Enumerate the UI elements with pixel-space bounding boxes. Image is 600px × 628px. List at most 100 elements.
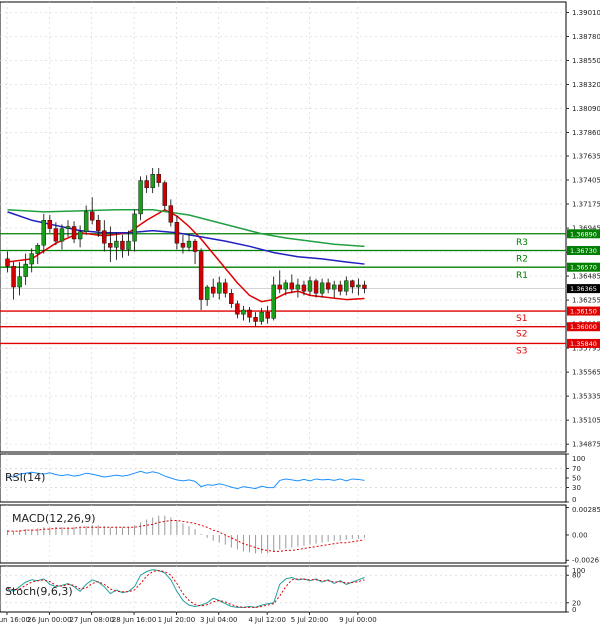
time-tick-label: 4 Jul 12:00 (248, 616, 286, 624)
level-badge-value: 1.36000 (570, 323, 597, 331)
rsi-tick-label: 100 (572, 455, 585, 463)
time-tick-label: 27 Jun 08:00 (69, 616, 113, 624)
candle-body-bull[interactable] (114, 241, 118, 247)
macd-tick-label: -0.002615 (572, 557, 600, 565)
candle-body-bear[interactable] (6, 259, 10, 266)
current-price-value: 1.36365 (570, 285, 597, 293)
candle-body-bull[interactable] (332, 285, 336, 289)
candle-body-bear[interactable] (12, 266, 16, 287)
price-tick-label: 1.36485 (572, 273, 600, 281)
candle-body-bear[interactable] (96, 220, 100, 230)
candle-body-bear[interactable] (181, 243, 185, 247)
candle-body-bull[interactable] (24, 264, 28, 277)
forex-chart: R3R2R1S1S2S3 1.390101.387801.385501.3832… (0, 0, 600, 628)
candle-body-bull[interactable] (30, 254, 34, 264)
candle-body-bear[interactable] (362, 285, 366, 289)
price-tick-label: 1.38550 (572, 57, 600, 65)
candle-body-bear[interactable] (278, 285, 282, 289)
candle-body-bear[interactable] (72, 226, 76, 239)
candle-body-bear[interactable] (90, 212, 94, 220)
stoch-label: Stoch(9,6,3) (5, 585, 73, 598)
candle-body-bull[interactable] (84, 212, 88, 232)
candle-body-bear[interactable] (48, 220, 52, 228)
time-tick-label: 28 Jun 16:00 (112, 616, 156, 624)
level-badge-value: 1.35840 (570, 340, 597, 348)
candle-body-bull[interactable] (356, 285, 360, 287)
candle-body-bear[interactable] (266, 312, 270, 318)
candle-body-bull[interactable] (217, 283, 221, 293)
candle-body-bear[interactable] (350, 281, 354, 287)
candle-body-bull[interactable] (151, 174, 155, 188)
level-label-r2: R2 (516, 254, 528, 264)
candle-body-bear[interactable] (211, 287, 215, 293)
candle-body-bull[interactable] (241, 310, 245, 314)
time-tick-label: 9 Jul 00:00 (339, 616, 377, 624)
candle-body-bull[interactable] (296, 285, 300, 289)
candle-body-bull[interactable] (272, 285, 276, 318)
price-tick-label: 1.34875 (572, 441, 600, 449)
price-tick-label: 1.38320 (572, 81, 600, 89)
time-tick-label: 3 Jul 04:00 (200, 616, 238, 624)
candle-body-bear[interactable] (102, 231, 106, 244)
candle-body-bear[interactable] (302, 285, 306, 291)
candle-body-bear[interactable] (175, 222, 179, 243)
candle-body-bull[interactable] (205, 287, 209, 300)
price-tick-label: 1.37635 (572, 153, 600, 161)
candle-body-bear[interactable] (229, 293, 233, 303)
candle-body-bear[interactable] (314, 281, 318, 294)
price-tick-label: 1.37860 (572, 129, 600, 137)
time-tick-label: 26 Jun 00:00 (27, 616, 71, 624)
price-tick-label: 1.35335 (572, 393, 600, 401)
candle-body-bull[interactable] (60, 229, 64, 242)
candle-body-bear[interactable] (193, 241, 197, 251)
rsi-tick-label: 30 (572, 484, 581, 492)
candle-body-bull[interactable] (127, 241, 131, 249)
candle-body-bull[interactable] (42, 220, 46, 245)
candle-body-bull[interactable] (139, 181, 143, 214)
candle-body-bear[interactable] (108, 243, 112, 247)
candle-body-bear[interactable] (326, 283, 330, 289)
candle-body-bear[interactable] (199, 252, 203, 300)
candle-body-bear[interactable] (54, 229, 58, 242)
level-badge-value: 1.36730 (570, 247, 597, 255)
level-badge-value: 1.36890 (570, 230, 597, 238)
candle-body-bear[interactable] (290, 283, 294, 289)
candle-body-bear[interactable] (248, 310, 252, 317)
candle-body-bear[interactable] (120, 241, 124, 249)
price-tick-label: 1.36255 (572, 297, 600, 305)
candle-body-bear[interactable] (163, 183, 167, 206)
macd-tick-label: 0.00 (572, 531, 588, 539)
candle-body-bear[interactable] (157, 174, 161, 182)
candle-body-bull[interactable] (260, 312, 264, 321)
price-tick-label: 1.39010 (572, 9, 600, 17)
candle-body-bear[interactable] (338, 285, 342, 291)
price-tick-label: 1.38090 (572, 105, 600, 113)
candle-body-bull[interactable] (284, 283, 288, 289)
price-axis: 1.39010 1.38780 1.38550 1.38320 1.38090 1.378… (566, 9, 600, 449)
price-tick-label: 1.37405 (572, 177, 600, 185)
candle-body-bull[interactable] (133, 214, 137, 241)
rsi-tick-label: 50 (572, 475, 581, 483)
candle-body-bull[interactable] (66, 226, 70, 228)
level-label-s1: S1 (516, 314, 527, 324)
candle-body-bull[interactable] (320, 283, 324, 293)
candle-body-bull[interactable] (308, 281, 312, 291)
candle-body-bear[interactable] (145, 181, 149, 188)
level-label-s3: S3 (516, 346, 527, 356)
candle-body-bull[interactable] (187, 241, 191, 247)
candle-body-bear[interactable] (254, 317, 258, 321)
candle-body-bear[interactable] (223, 283, 227, 293)
rsi-tick-label: 70 (572, 465, 581, 473)
stoch-panel-frame (0, 566, 566, 612)
candle-body-bull[interactable] (36, 245, 40, 253)
price-tick-label: 1.37175 (572, 201, 600, 209)
candle-body-bull[interactable] (78, 232, 82, 239)
level-badge-value: 1.36570 (570, 264, 597, 272)
candle-body-bear[interactable] (235, 304, 239, 314)
time-tick-label: 1 Jul 20:00 (158, 616, 196, 624)
candle-body-bull[interactable] (18, 277, 22, 287)
candle-body-bull[interactable] (344, 281, 348, 291)
candle-body-bear[interactable] (169, 206, 173, 223)
stoch-tick-label: 0 (572, 606, 576, 614)
